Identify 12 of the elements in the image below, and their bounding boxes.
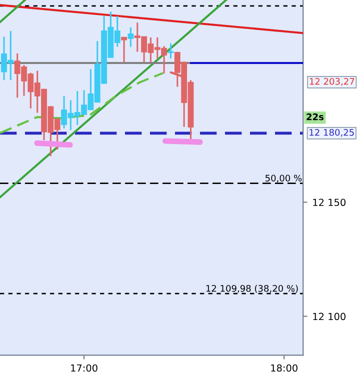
x-tick-label: 18:00 bbox=[271, 364, 298, 372]
line-series bbox=[0, 72, 164, 134]
ref-line-label: 12 180,25 bbox=[310, 128, 354, 137]
y-tick-label: 12 100 bbox=[313, 312, 346, 320]
y-tick-label: 12 150 bbox=[313, 198, 346, 206]
candlestick bbox=[121, 36, 127, 64]
text: 12 203,27 bbox=[310, 78, 354, 86]
annotation: 50,00 % bbox=[266, 174, 302, 182]
x-tick-label: 17:00 bbox=[71, 364, 98, 372]
ref-line-label: 12 109,98 (38,20 %) bbox=[206, 284, 298, 293]
text: 22s bbox=[306, 113, 324, 120]
candlestick bbox=[128, 26, 134, 48]
